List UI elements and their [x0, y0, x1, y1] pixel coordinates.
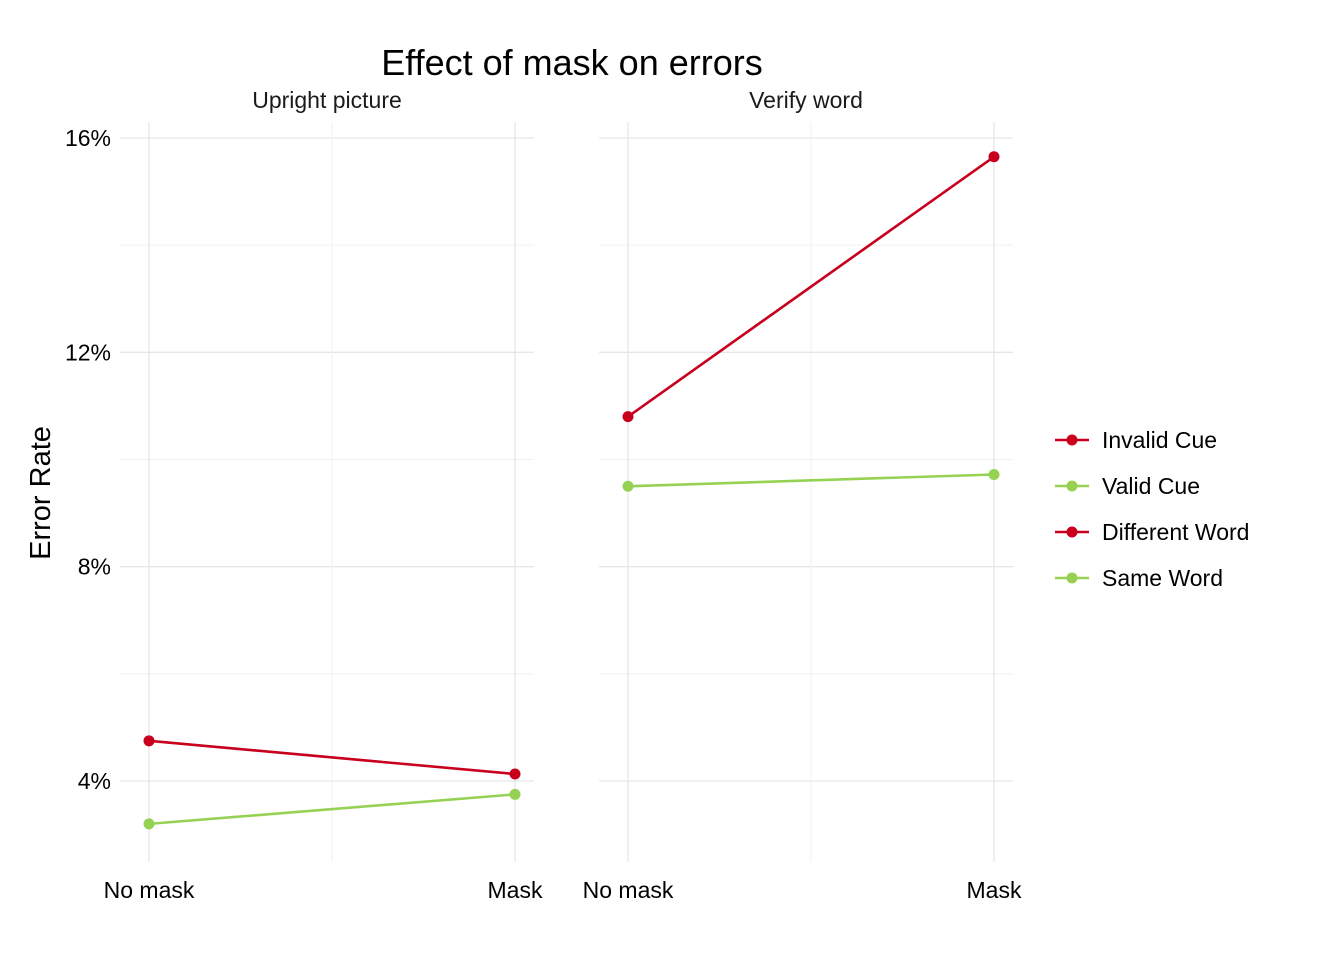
chart-panels: Upright picture No mask Mask Verify word No …	[104, 87, 1022, 903]
x-tick-label: Mask	[967, 877, 1022, 903]
legend-item: Same Word	[1055, 565, 1223, 591]
series-same-word	[622, 469, 1000, 492]
legend: Invalid Cue Valid Cue Different Word Same W…	[1055, 427, 1249, 591]
legend-key-point	[1066, 480, 1078, 492]
panel-title: Verify word	[749, 87, 863, 113]
x-tick-label: No mask	[583, 877, 674, 903]
legend-label: Same Word	[1102, 565, 1223, 591]
series-line	[627, 155, 995, 418]
data-point	[622, 411, 634, 423]
data-point	[988, 469, 1000, 481]
legend-key-point	[1066, 526, 1078, 538]
series-valid-cue	[143, 788, 521, 830]
series-line	[627, 473, 995, 488]
data-point	[509, 768, 521, 780]
series-invalid-cue	[143, 735, 521, 780]
data-point	[988, 151, 1000, 163]
series-line	[148, 739, 516, 776]
y-axis-title: Error Rate	[25, 426, 57, 560]
legend-item: Valid Cue	[1055, 473, 1200, 499]
panel-verify-word: Verify word No mask Mask	[583, 87, 1022, 903]
y-tick-label: 16%	[65, 125, 111, 151]
data-point	[143, 735, 155, 747]
legend-label: Different Word	[1102, 519, 1249, 545]
legend-key-point	[1066, 434, 1078, 446]
data-point	[509, 788, 521, 800]
x-tick-label: Mask	[488, 877, 543, 903]
data-point	[143, 818, 155, 830]
legend-key-point	[1066, 572, 1078, 584]
y-tick-label: 12%	[65, 339, 111, 365]
y-tick-label: 4%	[78, 768, 111, 794]
series-different-word	[622, 151, 1000, 423]
y-tick-label: 8%	[78, 554, 111, 580]
chart-title: Effect of mask on errors	[381, 42, 762, 83]
series-line	[148, 793, 516, 826]
legend-label: Valid Cue	[1102, 473, 1200, 499]
panel-title: Upright picture	[252, 87, 402, 113]
y-axis-ticks: 4% 8% 12% 16%	[65, 125, 111, 794]
legend-item: Different Word	[1055, 519, 1249, 545]
x-tick-label: No mask	[104, 877, 195, 903]
legend-label: Invalid Cue	[1102, 427, 1217, 453]
data-point	[622, 480, 634, 492]
legend-item: Invalid Cue	[1055, 427, 1217, 453]
panel-upright-picture: Upright picture No mask Mask	[104, 87, 543, 903]
